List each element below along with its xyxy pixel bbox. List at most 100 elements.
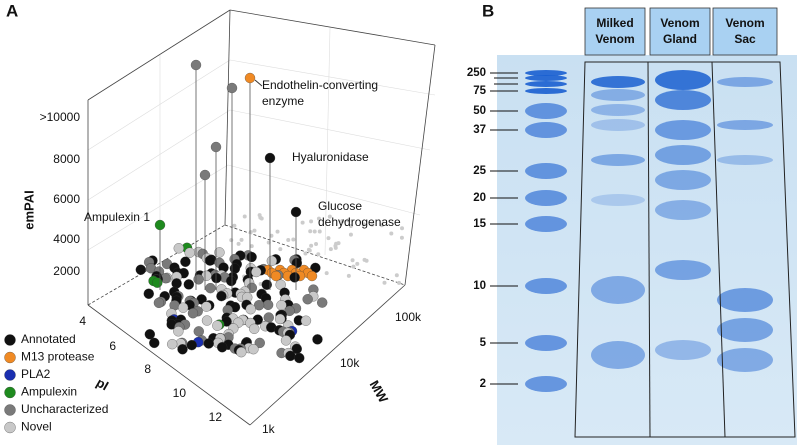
projection-dot xyxy=(382,280,387,285)
marker-label: 10 xyxy=(473,280,486,292)
scatter-dot xyxy=(152,277,163,288)
scatter-dot xyxy=(249,323,260,334)
y-axis-title: MW xyxy=(367,378,392,406)
highlight-dot xyxy=(264,152,276,164)
projection-dot xyxy=(328,247,333,252)
scatter-dot xyxy=(289,272,300,283)
x-tick-label: 12 xyxy=(209,410,223,424)
scatter-dot xyxy=(183,279,194,290)
projection-dot xyxy=(291,237,296,242)
z-tick-label: 4000 xyxy=(53,232,80,246)
lane-label: Milked Venom xyxy=(595,16,634,46)
legend-swatch xyxy=(4,421,16,434)
highlight-dot xyxy=(210,141,222,153)
scatter-dot xyxy=(184,247,195,258)
gel-band xyxy=(591,194,645,206)
lane-header xyxy=(712,7,778,56)
projection-dot xyxy=(346,218,351,223)
z-tick-label: 2000 xyxy=(53,264,80,278)
scatter-dot xyxy=(251,266,262,278)
gel-band xyxy=(525,216,567,232)
panel-label: B xyxy=(482,1,494,20)
highlight-dot xyxy=(244,72,256,84)
projection-dot xyxy=(389,231,394,236)
legend-swatch xyxy=(4,386,16,399)
projection-dot xyxy=(361,222,366,227)
legend-label: Novel xyxy=(21,420,52,434)
scatter-dot xyxy=(212,320,223,331)
gel-band xyxy=(591,276,645,304)
legend-swatch xyxy=(4,404,16,416)
gel-band xyxy=(525,122,567,138)
scatter-dot xyxy=(171,278,182,289)
projection-dot xyxy=(249,244,254,249)
projection-dot xyxy=(348,232,353,237)
scatter-dot xyxy=(226,275,237,287)
scatter-dot xyxy=(300,315,312,326)
annotation: Glucose dehydrogenase xyxy=(318,199,401,229)
scatter-dot xyxy=(254,337,265,349)
projection-dot xyxy=(232,223,237,228)
gel-band xyxy=(591,89,645,101)
legend-label: Uncharacterized xyxy=(21,402,108,416)
gel-band xyxy=(591,341,645,369)
gel-band xyxy=(591,104,645,116)
lane-label: Venom Gland xyxy=(660,16,699,46)
scatter-dot xyxy=(211,272,222,284)
annotation-line: dehydrogenase xyxy=(318,215,401,229)
lane-label-line: Venom xyxy=(595,32,634,46)
lane-divider xyxy=(711,61,726,438)
gel-band xyxy=(525,75,567,81)
projection-dot xyxy=(314,242,319,247)
highlight-dot xyxy=(290,206,302,218)
gel-band xyxy=(525,335,567,351)
legend-label: Annotated xyxy=(21,332,76,346)
projection-dot xyxy=(303,251,308,256)
z-tick-label: 6000 xyxy=(53,192,80,206)
gel-band xyxy=(717,288,773,312)
legend-swatch xyxy=(4,369,16,381)
projection-dot xyxy=(394,273,399,278)
z-tick-label: >10000 xyxy=(40,110,81,124)
gel-band xyxy=(655,70,711,90)
y-tick-label: 10k xyxy=(340,356,360,370)
projection-dot xyxy=(236,241,241,246)
legend-swatch xyxy=(4,334,16,346)
gel-band xyxy=(525,278,567,294)
lane-divider xyxy=(647,61,651,438)
x-tick-label: 6 xyxy=(109,339,116,353)
scatter-dot xyxy=(274,313,286,325)
gel-band xyxy=(717,155,773,165)
projection-dot xyxy=(327,214,332,219)
scatter-dot xyxy=(217,342,228,353)
projection-dot xyxy=(308,229,313,234)
scatter-dot xyxy=(149,337,160,349)
scatter-dot xyxy=(253,300,265,311)
projection-dot xyxy=(312,229,317,234)
gel-band xyxy=(525,88,567,94)
scatter-dot xyxy=(270,270,282,282)
scatter-dot xyxy=(178,302,189,313)
projection-dot xyxy=(257,213,262,218)
projection-dot xyxy=(355,261,360,266)
projection-dot xyxy=(348,224,353,229)
projection-dot xyxy=(336,241,341,246)
scatter-dot xyxy=(236,347,247,358)
x-tick-label: 4 xyxy=(79,314,86,328)
annotation-leader xyxy=(254,79,263,87)
gel-band xyxy=(655,340,711,360)
lane-header xyxy=(649,7,711,56)
marker-label: 2 xyxy=(480,378,486,390)
lane-header xyxy=(584,7,646,56)
projection-dot xyxy=(300,220,305,225)
legend-label: PLA2 xyxy=(21,367,51,381)
lane-label-line: Venom xyxy=(725,16,764,30)
gel-band xyxy=(655,145,711,165)
projection-dot xyxy=(316,216,321,221)
projection-dot xyxy=(370,222,375,227)
gel-band xyxy=(717,348,773,372)
scatter-dot xyxy=(203,338,214,349)
projection-dot xyxy=(362,257,367,262)
